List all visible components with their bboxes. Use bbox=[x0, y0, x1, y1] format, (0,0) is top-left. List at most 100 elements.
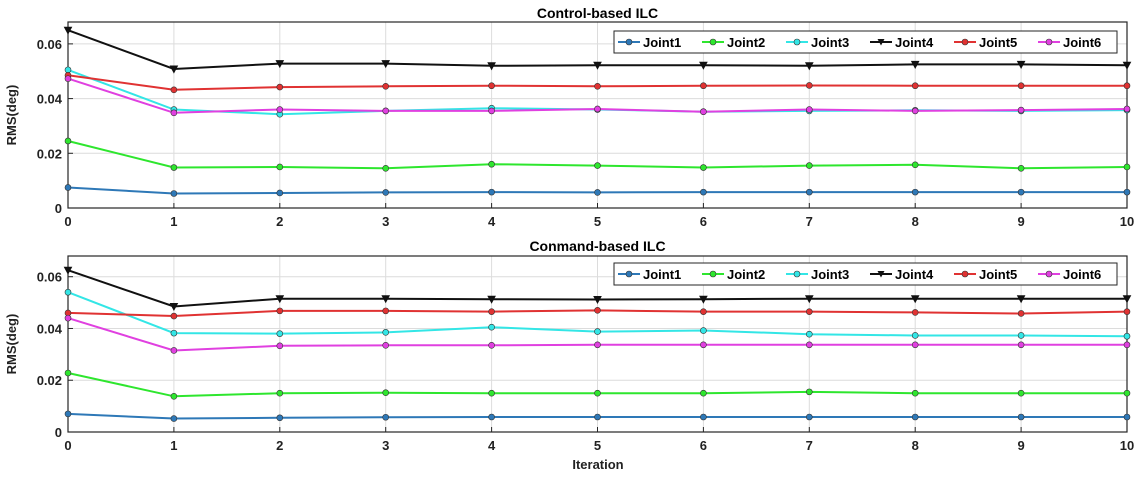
legend-label: Joint1 bbox=[643, 267, 681, 282]
legend-item-joint5: Joint5 bbox=[954, 35, 1017, 50]
data-point bbox=[382, 413, 390, 421]
data-point bbox=[911, 389, 919, 397]
data-point bbox=[488, 323, 495, 331]
x-tick-label: 6 bbox=[700, 214, 707, 229]
data-point bbox=[276, 389, 284, 397]
data-point bbox=[700, 164, 707, 171]
data-point bbox=[488, 188, 495, 196]
data-point bbox=[1017, 332, 1025, 339]
data-point bbox=[488, 107, 495, 115]
data-point bbox=[488, 308, 495, 315]
legend-label: Joint1 bbox=[643, 35, 681, 50]
y-tick-label: 0.06 bbox=[37, 270, 62, 285]
data-point bbox=[805, 341, 813, 349]
data-point bbox=[804, 295, 814, 304]
top-panel-control-based: 0 1 2 3 4 5 6 7 8 9 10 0 0.02 0.04 0.06 RMS(deg) Control… bbox=[4, 5, 1134, 229]
data-point bbox=[1017, 341, 1025, 349]
y-tick-label: 0.04 bbox=[37, 321, 63, 336]
x-tick-label: 4 bbox=[488, 438, 496, 453]
data-point bbox=[594, 307, 601, 314]
legend: Joint1 Joint2 Joint3 Joint4 Joint5 Joint6 bbox=[613, 262, 1118, 286]
data-point bbox=[1123, 188, 1131, 196]
legend-marker bbox=[793, 38, 801, 46]
data-point bbox=[911, 82, 919, 90]
data-point bbox=[1017, 188, 1025, 196]
data-point bbox=[487, 62, 496, 71]
x-tick-label: 2 bbox=[276, 438, 283, 453]
x-tick-label: 1 bbox=[170, 438, 177, 453]
data-point bbox=[594, 189, 601, 196]
chart-title: Control-based ILC bbox=[537, 5, 658, 21]
legend-item-joint4: Joint4 bbox=[870, 35, 934, 50]
legend-item-joint5: Joint5 bbox=[954, 267, 1017, 282]
data-point bbox=[700, 341, 707, 349]
data-point bbox=[1016, 60, 1026, 69]
series-joint2 bbox=[64, 369, 1131, 400]
legend-label: Joint2 bbox=[727, 267, 765, 282]
legend-item-joint3: Joint3 bbox=[786, 35, 849, 50]
data-point bbox=[382, 82, 390, 90]
data-point bbox=[594, 162, 601, 169]
x-tick-label: 4 bbox=[488, 214, 496, 229]
legend-box bbox=[613, 262, 1118, 286]
data-point bbox=[276, 163, 284, 171]
x-tick-label: 7 bbox=[806, 214, 813, 229]
data-point bbox=[1017, 82, 1025, 90]
data-point bbox=[382, 165, 390, 172]
data-point bbox=[276, 414, 284, 422]
data-point bbox=[275, 60, 285, 69]
data-point bbox=[382, 341, 390, 349]
data-point bbox=[911, 341, 919, 349]
x-tick-label: 0 bbox=[64, 438, 71, 453]
legend-label: Joint6 bbox=[1063, 267, 1101, 282]
y-axis-title: RMS(deg) bbox=[4, 314, 19, 375]
legend-label: Joint3 bbox=[811, 35, 849, 50]
data-point bbox=[488, 82, 495, 90]
data-point bbox=[170, 312, 178, 320]
data-point bbox=[805, 308, 813, 315]
x-axis-title: Iteration bbox=[572, 457, 623, 472]
legend-marker bbox=[877, 39, 885, 46]
data-point bbox=[594, 328, 601, 335]
data-point bbox=[1123, 413, 1131, 421]
data-point bbox=[593, 61, 602, 70]
x-tick-label: 1 bbox=[170, 214, 177, 229]
data-point bbox=[805, 162, 813, 169]
data-point bbox=[700, 413, 707, 421]
data-point bbox=[488, 160, 495, 168]
data-point bbox=[276, 342, 284, 350]
data-point bbox=[64, 137, 72, 145]
data-point bbox=[911, 161, 919, 169]
data-point bbox=[382, 307, 390, 315]
data-point bbox=[1017, 165, 1025, 172]
series-joint5 bbox=[64, 307, 1131, 320]
data-point bbox=[1123, 308, 1131, 315]
data-point bbox=[170, 392, 178, 400]
data-point bbox=[805, 413, 813, 421]
data-point bbox=[276, 330, 284, 337]
data-point bbox=[381, 60, 391, 69]
data-point bbox=[64, 288, 72, 296]
series-joint3 bbox=[64, 288, 1131, 340]
legend-marker bbox=[877, 271, 885, 278]
data-point bbox=[594, 413, 601, 421]
series-joint1 bbox=[64, 410, 1131, 422]
data-point bbox=[382, 107, 390, 115]
y-tick-label: 0.02 bbox=[37, 146, 62, 161]
data-point bbox=[64, 66, 72, 74]
legend-label: Joint5 bbox=[979, 267, 1017, 282]
y-tick-label: 0.06 bbox=[37, 37, 62, 52]
data-point bbox=[805, 106, 813, 113]
data-point bbox=[805, 388, 813, 396]
legend-item-joint6: Joint6 bbox=[1038, 267, 1101, 282]
series-joint1 bbox=[64, 184, 1131, 197]
data-point bbox=[1123, 332, 1131, 340]
data-point bbox=[1123, 341, 1131, 349]
data-point bbox=[381, 295, 391, 304]
x-tick-label: 10 bbox=[1120, 214, 1134, 229]
data-point bbox=[700, 108, 707, 116]
data-point bbox=[594, 389, 601, 397]
data-point bbox=[64, 369, 72, 377]
x-tick-label: 8 bbox=[912, 214, 919, 229]
